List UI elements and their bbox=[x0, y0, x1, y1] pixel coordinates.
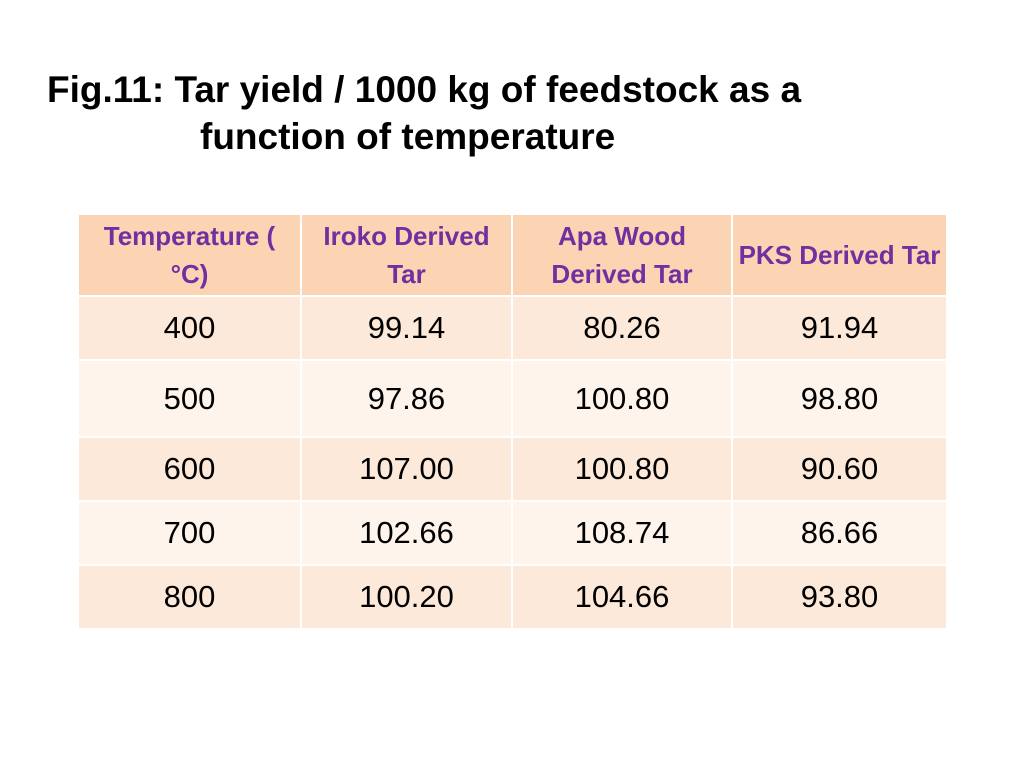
table-head: Temperature ( °C) Iroko Derived Tar Apa Wo… bbox=[77, 213, 948, 297]
table-cell: 97.86 bbox=[300, 359, 513, 438]
table-cell: 108.74 bbox=[511, 500, 733, 566]
title: Fig.11: Tar yield / 1000 kg of feedstock… bbox=[47, 66, 801, 160]
header-row: Temperature ( °C) Iroko Derived Tar Apa Wo… bbox=[77, 213, 948, 297]
table-cell: 700 bbox=[77, 500, 302, 566]
table-cell: 80.26 bbox=[511, 295, 733, 361]
title-line: function of temperature bbox=[200, 116, 616, 157]
table-cell: 400 bbox=[77, 295, 302, 361]
table-row: 800 100.20 104.66 93.80 bbox=[77, 564, 948, 630]
table-cell: 98.80 bbox=[731, 359, 948, 438]
data-table: Temperature ( °C) Iroko Derived Tar Apa Wo… bbox=[77, 213, 948, 630]
table-row: 500 97.86 100.80 98.80 bbox=[77, 359, 948, 438]
title-line: Fig.11: Tar yield / 1000 kg of feedstock… bbox=[47, 69, 802, 110]
table-row: 600 107.00 100.80 90.60 bbox=[77, 436, 948, 502]
header-cell: Iroko Derived Tar bbox=[300, 213, 513, 297]
table-cell: 100.20 bbox=[300, 564, 513, 630]
table-cell: 600 bbox=[77, 436, 302, 502]
table-cell: 99.14 bbox=[300, 295, 513, 361]
table-cell: 800 bbox=[77, 564, 302, 630]
header-cell: Apa Wood Derived Tar bbox=[511, 213, 733, 297]
table-cell: 500 bbox=[77, 359, 302, 438]
table-cell: 93.80 bbox=[731, 564, 948, 630]
table-cell: 100.80 bbox=[511, 359, 733, 438]
header-cell: Temperature ( °C) bbox=[77, 213, 302, 297]
table-cell: 90.60 bbox=[731, 436, 948, 502]
table-cell: 91.94 bbox=[731, 295, 948, 361]
table-cell: 104.66 bbox=[511, 564, 733, 630]
header-cell: PKS Derived Tar bbox=[731, 213, 948, 297]
table-row: 400 99.14 80.26 91.94 bbox=[77, 295, 948, 361]
table-cell: 107.00 bbox=[300, 436, 513, 502]
table-body: 400 99.14 80.26 91.94 500 97.86 100.80 98.80 600… bbox=[77, 295, 948, 630]
table-cell: 86.66 bbox=[731, 500, 948, 566]
table-row: 700 102.66 108.74 86.66 bbox=[77, 500, 948, 566]
table-cell: 100.80 bbox=[511, 436, 733, 502]
table-cell: 102.66 bbox=[300, 500, 513, 566]
